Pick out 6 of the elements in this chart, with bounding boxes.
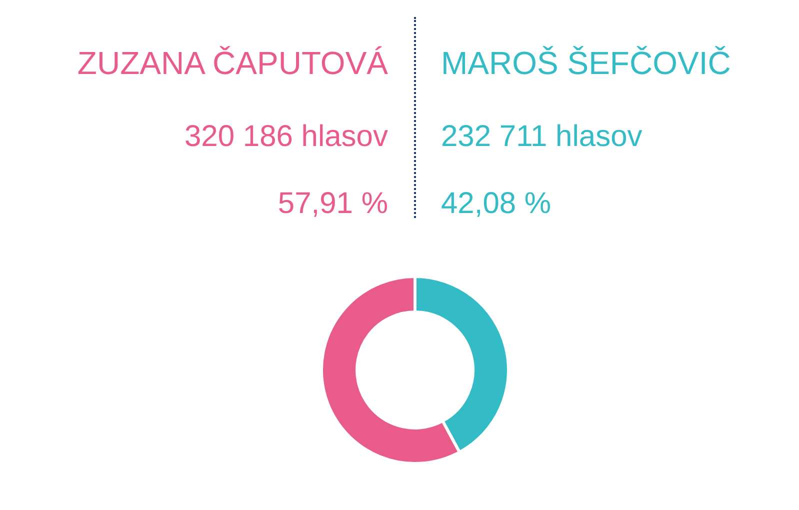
text: 320 186 hlasov [184, 120, 388, 153]
text: 42,08 % [441, 187, 552, 220]
text: MAROŠ ŠEFČOVIČ [441, 45, 731, 81]
text: ZUZANA ČAPUTOVÁ [77, 45, 388, 81]
text: 232 711 hlasov [441, 120, 642, 153]
text: 57,91 % [278, 187, 388, 220]
